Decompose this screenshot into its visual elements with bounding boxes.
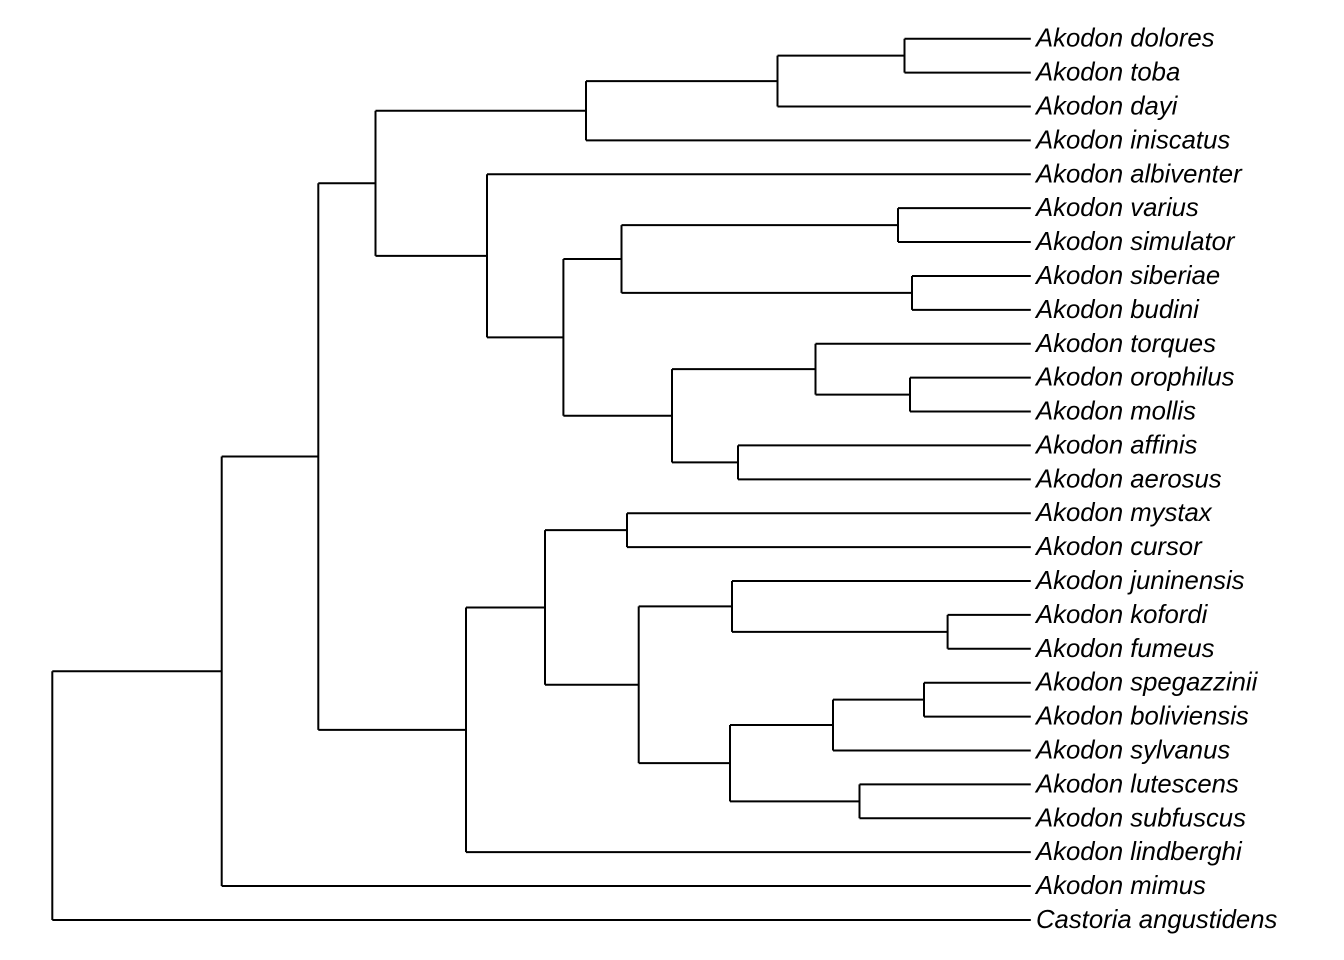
svg-text:Akodon mollis: Akodon mollis	[1034, 398, 1196, 426]
svg-text:Akodon cursor: Akodon cursor	[1034, 533, 1203, 561]
svg-text:Akodon lutescens: Akodon lutescens	[1034, 770, 1239, 798]
svg-text:Akodon torques: Akodon torques	[1034, 330, 1216, 358]
svg-text:Akodon affinis: Akodon affinis	[1034, 431, 1198, 459]
svg-text:Akodon simulator: Akodon simulator	[1034, 228, 1236, 256]
svg-text:Akodon toba: Akodon toba	[1034, 59, 1180, 87]
svg-text:Akodon fumeus: Akodon fumeus	[1034, 635, 1215, 663]
svg-text:Akodon varius: Akodon varius	[1034, 194, 1199, 222]
svg-text:Akodon dayi: Akodon dayi	[1034, 92, 1179, 120]
svg-text:Akodon sylvanus: Akodon sylvanus	[1034, 736, 1230, 764]
svg-text:Akodon budini: Akodon budini	[1034, 296, 1200, 324]
svg-text:Akodon boliviensis: Akodon boliviensis	[1034, 703, 1249, 731]
svg-text:Akodon orophilus: Akodon orophilus	[1034, 364, 1235, 392]
svg-text:Akodon juninensis: Akodon juninensis	[1034, 567, 1245, 595]
svg-text:Akodon kofordi: Akodon kofordi	[1034, 601, 1209, 629]
svg-text:Castoria angustidens: Castoria angustidens	[1036, 906, 1277, 934]
svg-text:Akodon mystax: Akodon mystax	[1034, 499, 1213, 527]
svg-text:Akodon spegazzinii: Akodon spegazzinii	[1034, 669, 1259, 697]
svg-text:Akodon subfuscus: Akodon subfuscus	[1034, 804, 1246, 832]
svg-text:Akodon lindberghi: Akodon lindberghi	[1034, 838, 1243, 866]
svg-text:Akodon dolores: Akodon dolores	[1034, 25, 1215, 53]
svg-text:Akodon aerosus: Akodon aerosus	[1034, 465, 1222, 493]
svg-text:Akodon mimus: Akodon mimus	[1034, 872, 1206, 900]
svg-text:Akodon iniscatus: Akodon iniscatus	[1034, 126, 1230, 154]
svg-text:Akodon albiventer: Akodon albiventer	[1034, 160, 1243, 188]
svg-text:Akodon siberiae: Akodon siberiae	[1034, 262, 1220, 290]
